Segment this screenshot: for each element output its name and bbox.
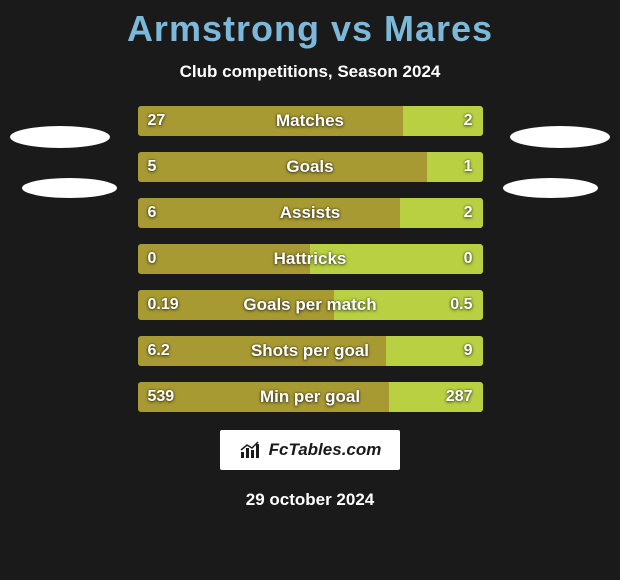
avatar-placeholder-right-2 [503,178,598,198]
comparison-bars: 272Matches 51Goals 62Assists 00Hattricks 0.1… [138,106,483,412]
watermark-text: FcTables.com [269,440,382,460]
chart-icon [239,440,265,460]
avatar-placeholder-left-2 [22,178,117,198]
page-subtitle: Club competitions, Season 2024 [0,62,620,82]
bar-row: 00Hattricks [138,244,483,274]
avatar-placeholder-left-1 [10,126,110,148]
bar-right-fill [310,244,483,274]
bar-left-fill [138,106,404,136]
container: Armstrong vs Mares Club competitions, Se… [0,0,620,580]
page-title: Armstrong vs Mares [0,8,620,50]
bar-right-fill [403,106,482,136]
bar-row: 51Goals [138,152,483,182]
bar-row: 0.190.5Goals per match [138,290,483,320]
bar-right-fill [389,382,482,412]
bar-right-fill [334,290,482,320]
date-label: 29 october 2024 [0,490,620,510]
bar-right-fill [427,152,482,182]
bar-row: 539287Min per goal [138,382,483,412]
bar-left-fill [138,198,400,228]
bar-row: 62Assists [138,198,483,228]
bar-left-fill [138,382,390,412]
bar-row: 6.29Shots per goal [138,336,483,366]
bar-left-fill [138,290,335,320]
bar-left-fill [138,152,428,182]
bar-right-fill [400,198,483,228]
watermark: FcTables.com [220,430,400,470]
bar-left-fill [138,336,386,366]
bar-left-fill [138,244,311,274]
bar-right-fill [386,336,483,366]
avatar-placeholder-right-1 [510,126,610,148]
bar-row: 272Matches [138,106,483,136]
